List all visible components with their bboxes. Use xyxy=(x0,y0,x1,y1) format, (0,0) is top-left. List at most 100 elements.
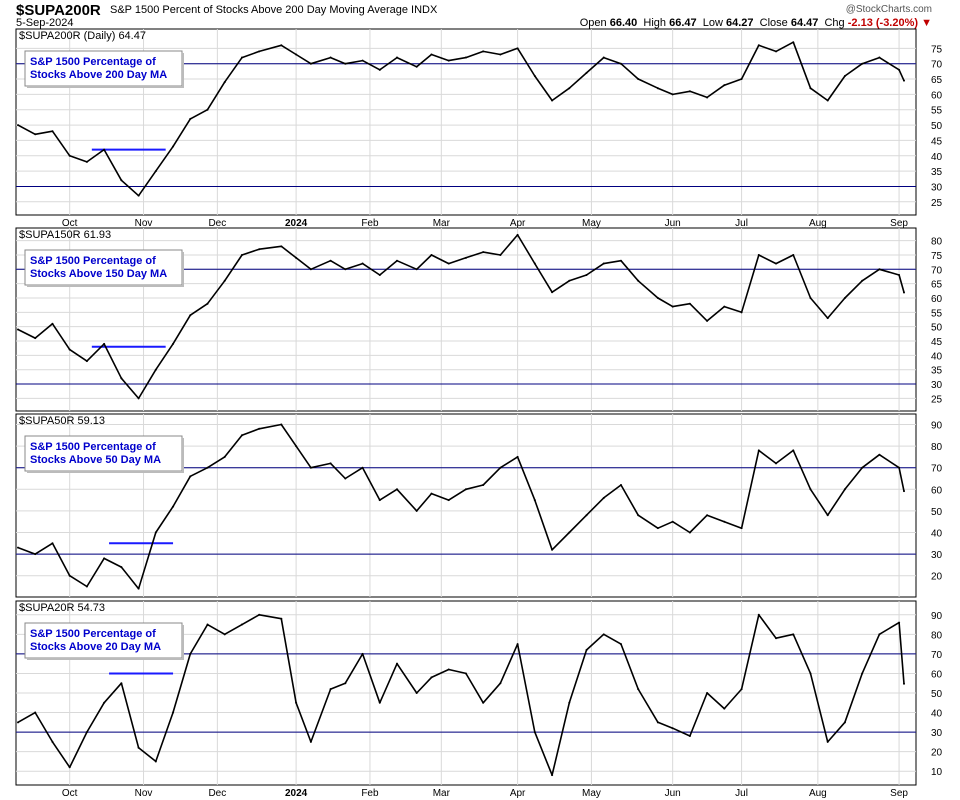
high-value: 66.47 xyxy=(669,17,697,29)
data-point xyxy=(464,672,467,675)
data-point xyxy=(430,676,433,679)
data-point xyxy=(206,302,209,305)
data-point xyxy=(656,721,659,724)
data-point xyxy=(361,652,364,655)
x-tick-label: Feb xyxy=(361,788,379,799)
y-tick-label: 45 xyxy=(931,136,943,147)
data-point xyxy=(723,305,726,308)
data-point xyxy=(430,53,433,56)
annotation-box xyxy=(24,435,183,472)
data-point xyxy=(329,56,332,59)
data-point xyxy=(85,585,88,588)
data-point xyxy=(430,253,433,256)
x-tick-label: 2024 xyxy=(285,788,308,799)
data-point xyxy=(344,682,347,685)
data-point xyxy=(103,148,106,151)
x-tick-label: Jul xyxy=(735,788,748,799)
annotation-text: S&P 1500 Percentage of xyxy=(30,56,156,68)
y-tick-label: 70 xyxy=(931,650,943,661)
data-point xyxy=(189,652,192,655)
data-point xyxy=(637,78,640,81)
data-point xyxy=(189,314,192,317)
data-point xyxy=(172,145,175,148)
annotation-box-shadow xyxy=(27,86,184,88)
y-tick-label: 70 xyxy=(931,265,943,276)
y-tick-label: 50 xyxy=(931,507,943,518)
annotation-box xyxy=(24,50,183,87)
x-tick-label: Mar xyxy=(433,218,451,229)
y-tick-label: 50 xyxy=(931,121,943,132)
data-point xyxy=(516,455,519,458)
series-legend: $SUPA20R 54.73 xyxy=(19,602,105,614)
data-point xyxy=(280,617,283,620)
data-point xyxy=(533,74,536,77)
data-point xyxy=(878,633,881,636)
data-point xyxy=(415,692,418,694)
data-point xyxy=(809,296,812,299)
y-tick-label: 90 xyxy=(931,611,943,622)
data-point xyxy=(120,682,123,685)
data-point xyxy=(206,108,209,111)
data-point xyxy=(656,527,659,530)
data-point xyxy=(568,701,571,704)
y-tick-label: 65 xyxy=(931,75,943,86)
data-point xyxy=(688,302,691,305)
data-point xyxy=(223,81,226,84)
data-point xyxy=(240,253,243,256)
data-point xyxy=(706,96,709,99)
close-label: Close xyxy=(759,17,788,29)
annotation-box-shadow xyxy=(182,625,184,660)
data-point xyxy=(568,279,571,282)
x-tick-label: Nov xyxy=(135,788,153,799)
y-tick-label: 25 xyxy=(931,198,943,209)
data-point xyxy=(792,633,795,636)
y-tick-label: 75 xyxy=(931,44,943,55)
annotation-box-shadow xyxy=(27,471,184,473)
y-tick-label: 55 xyxy=(931,308,943,319)
y-tick-label: 35 xyxy=(931,167,943,178)
chg-value: -2.13 (-3.20%) xyxy=(847,17,919,29)
data-point xyxy=(223,279,226,282)
data-point xyxy=(240,56,243,59)
data-point xyxy=(499,253,502,256)
data-point xyxy=(280,423,283,426)
y-tick-label: 30 xyxy=(931,182,943,193)
data-point xyxy=(137,587,140,590)
data-point xyxy=(898,68,901,71)
data-point xyxy=(551,99,554,102)
data-point xyxy=(430,492,433,495)
data-point xyxy=(723,707,726,710)
data-point xyxy=(602,496,605,499)
x-tick-label: Aug xyxy=(809,218,827,229)
data-point xyxy=(258,427,261,430)
y-tick-label: 80 xyxy=(931,237,943,248)
annotation-text: Stocks Above 50 Day MA xyxy=(30,454,161,466)
data-point xyxy=(51,542,54,545)
y-tick-label: 40 xyxy=(931,529,943,540)
data-point xyxy=(499,682,502,685)
data-point xyxy=(396,56,399,59)
y-tick-label: 40 xyxy=(931,152,943,163)
x-tick-label: Dec xyxy=(208,218,226,229)
data-point xyxy=(447,59,450,62)
data-point xyxy=(295,256,298,259)
y-tick-label: 20 xyxy=(931,572,943,583)
data-point xyxy=(154,531,157,534)
y-tick-label: 20 xyxy=(931,748,943,759)
x-tick-label: Oct xyxy=(62,218,78,229)
data-point xyxy=(154,760,157,763)
low-label: Low xyxy=(702,17,723,29)
data-point xyxy=(280,44,283,47)
x-tick-label: May xyxy=(582,788,601,799)
data-point xyxy=(809,87,812,90)
y-tick-label: 90 xyxy=(931,420,943,431)
y-tick-label: 30 xyxy=(931,728,943,739)
data-point xyxy=(258,248,261,251)
data-point xyxy=(792,41,795,44)
data-point xyxy=(51,130,54,133)
data-point xyxy=(447,499,450,502)
y-tick-label: 40 xyxy=(931,351,943,362)
data-point xyxy=(688,735,691,738)
y-tick-label: 10 xyxy=(931,767,943,778)
data-point xyxy=(671,727,674,730)
